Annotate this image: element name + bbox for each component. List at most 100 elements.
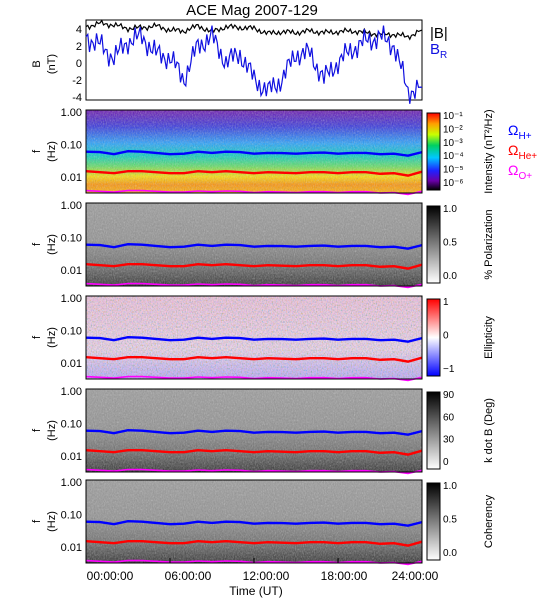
omega-h-line xyxy=(85,428,423,436)
panel-frame xyxy=(85,109,423,194)
legend-omega-he-main: Ω xyxy=(508,142,518,158)
panel-mag-ylabel: B xyxy=(31,60,43,67)
ytick-label: 0.10 xyxy=(61,418,82,430)
colorbar xyxy=(426,205,441,284)
colorbar-tick-label: 10⁻¹ xyxy=(443,111,463,122)
ytick-label: 4 xyxy=(76,24,82,36)
legend-omega-h-main: Ω xyxy=(508,122,518,138)
colorbar-tick-label: 10⁻⁵ xyxy=(443,165,464,176)
colorbar-label: Coherency xyxy=(483,494,495,548)
xtick-label: 12:00:00 xyxy=(243,569,290,583)
colorbar-tick-label: 10⁻² xyxy=(443,124,463,135)
legend-omega-he-sub: He+ xyxy=(518,151,537,162)
panel-ylabel: f xyxy=(31,149,43,153)
xtick-label: 18:00:00 xyxy=(321,569,368,583)
colorbar-label: Ellipticity xyxy=(483,316,495,359)
ytick-label: -2 xyxy=(72,75,82,87)
panel-frame xyxy=(85,202,423,287)
panel-yunit: (Hz) xyxy=(46,234,58,255)
colorbar-label: Intensity (nT²/Hz) xyxy=(483,109,495,193)
ytick-label: 1.00 xyxy=(61,477,82,489)
ytick-label: 0.01 xyxy=(61,172,82,184)
omega-h-line xyxy=(85,149,423,157)
ytick-label: 0.01 xyxy=(61,358,82,370)
xtick-label: 06:00:00 xyxy=(165,569,212,583)
x-axis: 00:00:00 06:00:00 12:00:00 18:00:00 24:0… xyxy=(85,558,439,598)
xtick-label: 24:00:00 xyxy=(392,569,439,583)
colorbar-tick-label: 1.0 xyxy=(443,204,457,215)
colorbar xyxy=(426,391,441,470)
panel-yunit: (Hz) xyxy=(46,141,58,162)
panel-yunit: (Hz) xyxy=(46,420,58,441)
colorbar-label: % Polarization xyxy=(483,209,495,279)
omega-he-line xyxy=(85,539,423,547)
panel-intensity: 1.00 0.10 0.01 f (Hz) 10⁻¹ 10⁻² 10⁻³ 10⁻⁴ 10⁻⁵ 10⁻… xyxy=(31,107,495,196)
ytick-label: -4 xyxy=(72,92,82,104)
ytick-label: 0.10 xyxy=(61,139,82,151)
legend-omega-o: ΩO+ xyxy=(508,162,532,182)
b-total-line xyxy=(85,19,423,41)
omega-he-line xyxy=(85,169,423,177)
ytick-label: 1.00 xyxy=(61,386,82,398)
colorbar-tick-label: 0.0 xyxy=(443,271,457,282)
omega-h-line xyxy=(85,335,423,343)
panel-yunit: (Hz) xyxy=(46,511,58,532)
ytick-label: 0.10 xyxy=(61,325,82,337)
panel-mag-frame xyxy=(85,19,423,101)
ytick-label: 2 xyxy=(76,41,82,53)
ytick-label: 1.00 xyxy=(61,293,82,305)
colorbar-tick-label: 0.5 xyxy=(443,238,457,249)
panel-kdotb: 1.00 0.10 0.01 f (Hz) 90 60 30 0 k dot B (Deg) xyxy=(31,386,495,475)
colorbar-tick-label: 1.0 xyxy=(443,481,457,492)
legend-b-radial-main: B xyxy=(430,41,440,58)
panel-mag: 4 2 0 -2 -4 B (nT) |B| BR xyxy=(31,19,448,104)
colorbar-tick-label: 30 xyxy=(443,435,455,446)
panel-frame xyxy=(85,388,423,473)
legend-omega-h-sub: H+ xyxy=(518,131,531,142)
colorbar-tick-label: 0.0 xyxy=(443,548,457,559)
panel-ylabel: f xyxy=(31,242,43,246)
legend-omega-he: ΩHe+ xyxy=(508,142,537,162)
panel-ylabel: f xyxy=(31,428,43,432)
colorbar-tick-label: 90 xyxy=(443,390,455,401)
omega-he-line xyxy=(85,448,423,456)
b-radial-line xyxy=(85,25,423,104)
colorbar xyxy=(426,112,441,191)
panel-ylabel: f xyxy=(31,335,43,339)
ytick-label: 0.10 xyxy=(61,232,82,244)
colorbar xyxy=(426,482,441,561)
panel-frame xyxy=(85,295,423,380)
legend-gyro: ΩH+ ΩHe+ ΩO+ xyxy=(508,122,537,182)
colorbar-tick-label: 0 xyxy=(443,331,449,342)
colorbar xyxy=(426,298,441,377)
figure-title: ACE Mag 2007-129 xyxy=(186,2,318,19)
colorbar-tick-label: 60 xyxy=(443,412,455,423)
x-axis-label: Time (UT) xyxy=(229,584,283,598)
omega-he-line xyxy=(85,262,423,270)
colorbar-label: k dot B (Deg) xyxy=(483,398,495,463)
ytick-label: 1.00 xyxy=(61,200,82,212)
ytick-label: 1.00 xyxy=(61,107,82,119)
omega-h-line xyxy=(85,519,423,527)
panel-mag-yunit: (nT) xyxy=(46,54,58,74)
panel-coherency: 1.00 0.10 0.01 f (Hz) 1.0 0.5 0.0 Coherency xyxy=(31,477,495,566)
colorbar-tick-label: 10⁻⁶ xyxy=(443,178,464,189)
colorbar-tick-label: 0.5 xyxy=(443,515,457,526)
colorbar-tick-label: −1 xyxy=(443,364,455,375)
colorbar-tick-label: 1 xyxy=(443,297,449,308)
legend-omega-o-sub: O+ xyxy=(518,171,532,182)
omega-h-line xyxy=(85,242,423,250)
ytick-label: 0.01 xyxy=(61,542,82,554)
ytick-label: 0 xyxy=(76,58,82,70)
colorbar-tick-label: 10⁻³ xyxy=(443,138,463,149)
spectral-panels: 1.000.100.01f (Hz)10⁻¹10⁻²10⁻³10⁻⁴10⁻⁵10⁻… xyxy=(31,107,495,566)
panel-ellipticity: 1.00 0.10 0.01 f (Hz) 1 0 −1 Ellipticity xyxy=(31,293,495,382)
legend-omega-o-main: Ω xyxy=(508,162,518,178)
legend-b-total: |B| xyxy=(430,25,448,42)
legend-omega-h: ΩH+ xyxy=(508,122,532,142)
omega-he-line xyxy=(85,355,423,363)
legend-b-radial: BR xyxy=(430,41,447,61)
ytick-label: 0.01 xyxy=(61,265,82,277)
xtick-label: 00:00:00 xyxy=(87,569,134,583)
panel-polarization: 1.00 0.10 0.01 f (Hz) 1.0 0.5 0.0 % Polarization xyxy=(31,200,495,289)
